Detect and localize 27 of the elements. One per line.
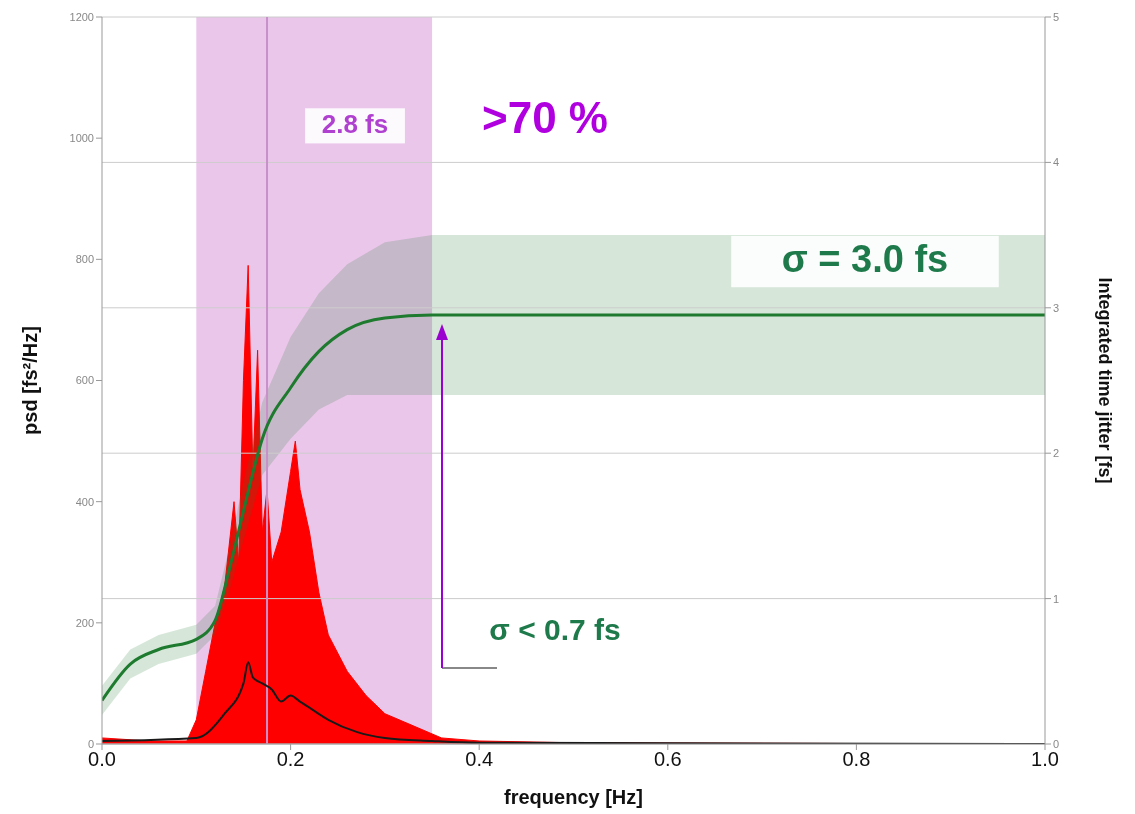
annotation: σ < 0.7 fs — [489, 613, 621, 646]
line-series — [102, 313, 1045, 702]
y-tick-label: 1200 — [69, 10, 94, 23]
y-tick-label: 0 — [87, 737, 94, 750]
y-tick-label: 1000 — [69, 132, 94, 145]
x-tick-label: 0.2 — [276, 748, 305, 771]
y2-tick-label: 3 — [1053, 301, 1060, 314]
y2-tick-label: 1 — [1053, 592, 1060, 605]
x-tick-label: 0.8 — [842, 748, 871, 771]
y-tick-label: 200 — [75, 616, 94, 629]
annotation: >70 % — [482, 93, 608, 142]
annotation: σ = 3.0 fs — [781, 238, 949, 280]
x-tick-label: 0.6 — [653, 748, 682, 771]
y-axis-title: psd [fs²/Hz] — [19, 326, 42, 435]
y-tick-label: 800 — [75, 253, 94, 266]
y-tick-label: 600 — [75, 374, 94, 387]
y-tick-label: 400 — [75, 495, 94, 508]
x-axis-title: frequency [Hz] — [504, 786, 643, 808]
y2-tick-label: 5 — [1053, 10, 1060, 23]
annotation: 2.8 fs — [321, 109, 389, 139]
y2-tick-label: 2 — [1053, 447, 1060, 460]
x-tick-label: 0.4 — [465, 748, 494, 771]
y2-tick-label: 0 — [1053, 737, 1060, 750]
x-tick-label: 1.0 — [1031, 748, 1059, 771]
y2-tick-label: 4 — [1053, 156, 1060, 169]
x-tick-label: 0.0 — [88, 748, 116, 771]
y2-axis-title: Integrated time jitter [fs] — [1094, 277, 1115, 484]
